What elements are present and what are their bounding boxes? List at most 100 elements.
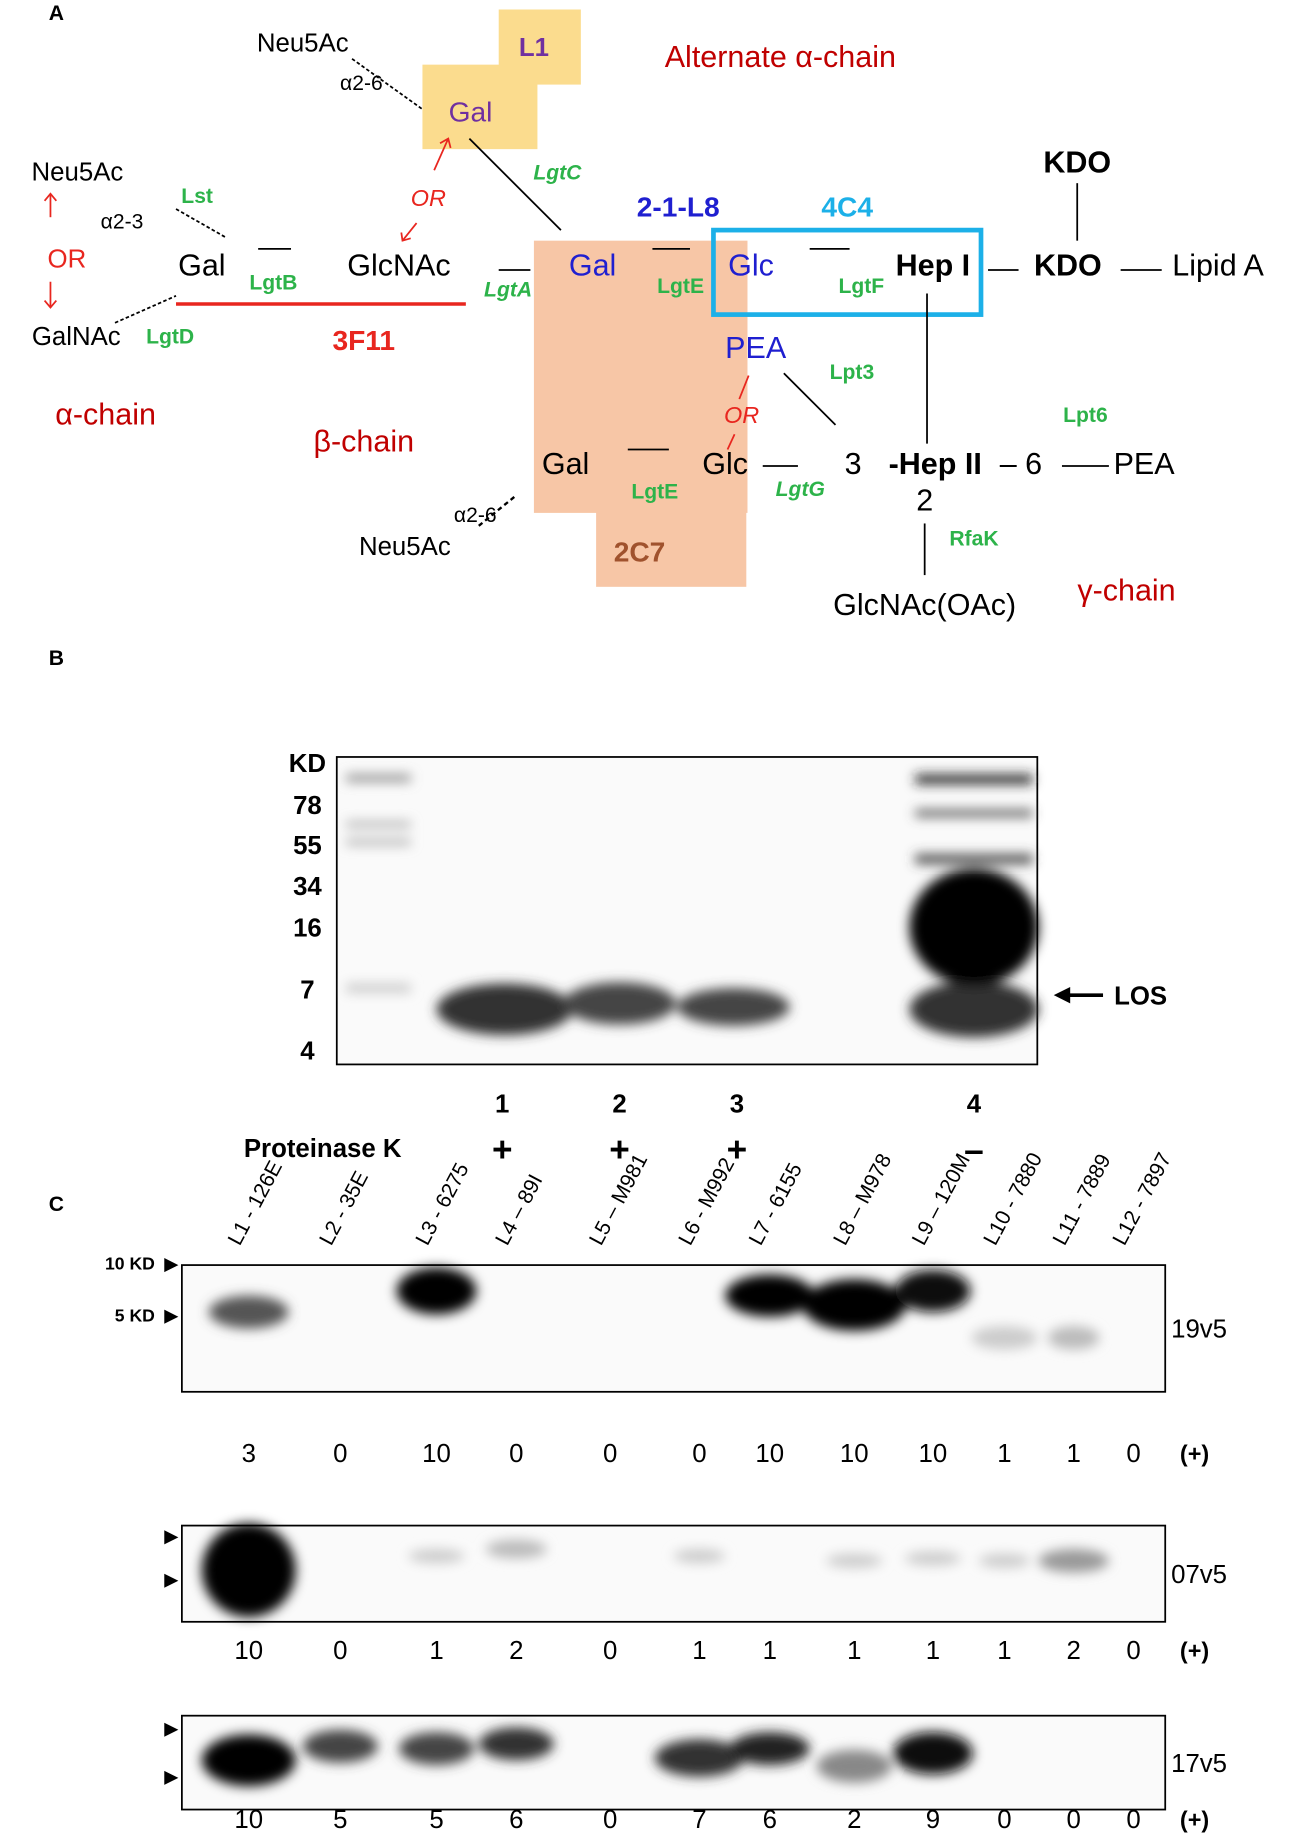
marker-label: 10 KD: [105, 1254, 155, 1274]
band: [408, 1549, 465, 1564]
lane-number: 4: [967, 1090, 982, 1118]
score: 9: [926, 1806, 940, 1834]
score: 2: [509, 1637, 523, 1665]
label: LgtF: [838, 275, 884, 298]
score: 0: [603, 1637, 617, 1665]
label: Neu5Ac: [359, 533, 451, 561]
score: 1: [692, 1637, 706, 1665]
score: 5: [333, 1806, 347, 1834]
label: 3F11: [332, 325, 395, 356]
strain-label: L2 - 35E: [315, 1168, 373, 1249]
label: α2-3: [101, 211, 144, 234]
label: OR: [724, 402, 759, 428]
label: Gal: [569, 249, 616, 283]
score: 1: [429, 1637, 443, 1665]
strain-label: L10 - 7880: [979, 1149, 1047, 1249]
score: 10: [755, 1440, 784, 1468]
strain-label: L12 - 7897: [1108, 1149, 1176, 1249]
band: [201, 1523, 296, 1618]
score: 5: [429, 1806, 443, 1834]
score: 1: [1067, 1440, 1081, 1468]
label: OR: [48, 245, 87, 273]
label: Lipid A: [1172, 249, 1264, 283]
band: [485, 1539, 547, 1559]
label: – 6: [1000, 447, 1042, 481]
score: 10: [919, 1440, 948, 1468]
label: Gal: [542, 447, 589, 481]
label: Neu5Ac: [32, 159, 124, 187]
label: 4C4: [821, 191, 873, 222]
score: 10: [234, 1806, 263, 1834]
band: [201, 1734, 296, 1787]
ladder-label: 7: [300, 976, 314, 1004]
band: [396, 1267, 477, 1315]
score: 3: [242, 1440, 256, 1468]
score: 0: [509, 1440, 523, 1468]
label: Lst: [181, 185, 213, 208]
label: L1: [519, 34, 549, 62]
strain-label: L4 – 89I: [491, 1171, 547, 1249]
marker-label: 5 KD: [115, 1305, 155, 1325]
marker-arrow: [164, 1530, 179, 1545]
label: B: [49, 647, 64, 670]
band: [826, 1553, 883, 1568]
strain-label: L3 - 6275: [411, 1159, 473, 1249]
strain-label: L6 - M992: [674, 1154, 739, 1249]
band: [729, 1732, 810, 1765]
label: α2-6: [454, 504, 497, 527]
ladder-label: 34: [293, 873, 322, 901]
treatment: Proteinase K: [244, 1135, 402, 1163]
bands: [208, 1267, 1100, 1350]
score: 1: [847, 1637, 861, 1665]
panel-label: C: [49, 1193, 64, 1216]
panel-a-shapes: [43, 9, 1162, 587]
label: α-chain: [55, 398, 156, 432]
label: γ-chain: [1077, 574, 1175, 608]
bands: [201, 1727, 973, 1787]
score: 0: [333, 1637, 347, 1665]
score: 1: [763, 1637, 777, 1665]
score: 0: [603, 1806, 617, 1834]
label: 2: [916, 483, 933, 517]
panel-c: C L1 - 126E L2 - 35E L3 - 6275 L4 – 89I L5 – …: [49, 1149, 1227, 1834]
lane-number: 3: [730, 1090, 744, 1118]
band: [208, 1295, 289, 1329]
score: 1: [926, 1637, 940, 1665]
band: [904, 1551, 962, 1566]
score: 0: [1126, 1806, 1140, 1834]
label: A: [49, 2, 64, 25]
label: LgtE: [631, 481, 678, 504]
score: 6: [509, 1806, 523, 1834]
label: Hep I: [896, 249, 971, 283]
strain-label: L7 - 6155: [745, 1159, 807, 1249]
ladder-label: 55: [293, 832, 322, 860]
label: Lpt6: [1063, 404, 1108, 427]
label: OR: [411, 185, 446, 211]
label: PEA: [725, 331, 787, 365]
label: LgtA: [484, 279, 532, 302]
strain-label: L1 - 126E: [224, 1157, 287, 1249]
score-unit: (+): [1180, 1638, 1209, 1664]
label: Neu5Ac: [257, 30, 349, 58]
label: LgtC: [533, 161, 582, 184]
score: 1: [997, 1440, 1011, 1468]
marker-arrow: [164, 1770, 179, 1785]
sign: +: [727, 1131, 748, 1170]
band: [1047, 1326, 1100, 1350]
band: [398, 1732, 475, 1765]
lane-number: 2: [612, 1090, 626, 1118]
label: 2-1-L8: [637, 191, 720, 222]
band: [978, 1553, 1031, 1568]
score: 0: [692, 1440, 706, 1468]
score-unit: (+): [1180, 1440, 1209, 1466]
band: [895, 1269, 971, 1313]
score: 0: [997, 1806, 1011, 1834]
blot: [181, 1264, 1167, 1393]
label: LgtE: [657, 275, 704, 298]
gel-b: [335, 756, 1104, 1066]
4c4-box: [711, 227, 984, 317]
score: 2: [1067, 1637, 1081, 1665]
band: [673, 1549, 726, 1564]
